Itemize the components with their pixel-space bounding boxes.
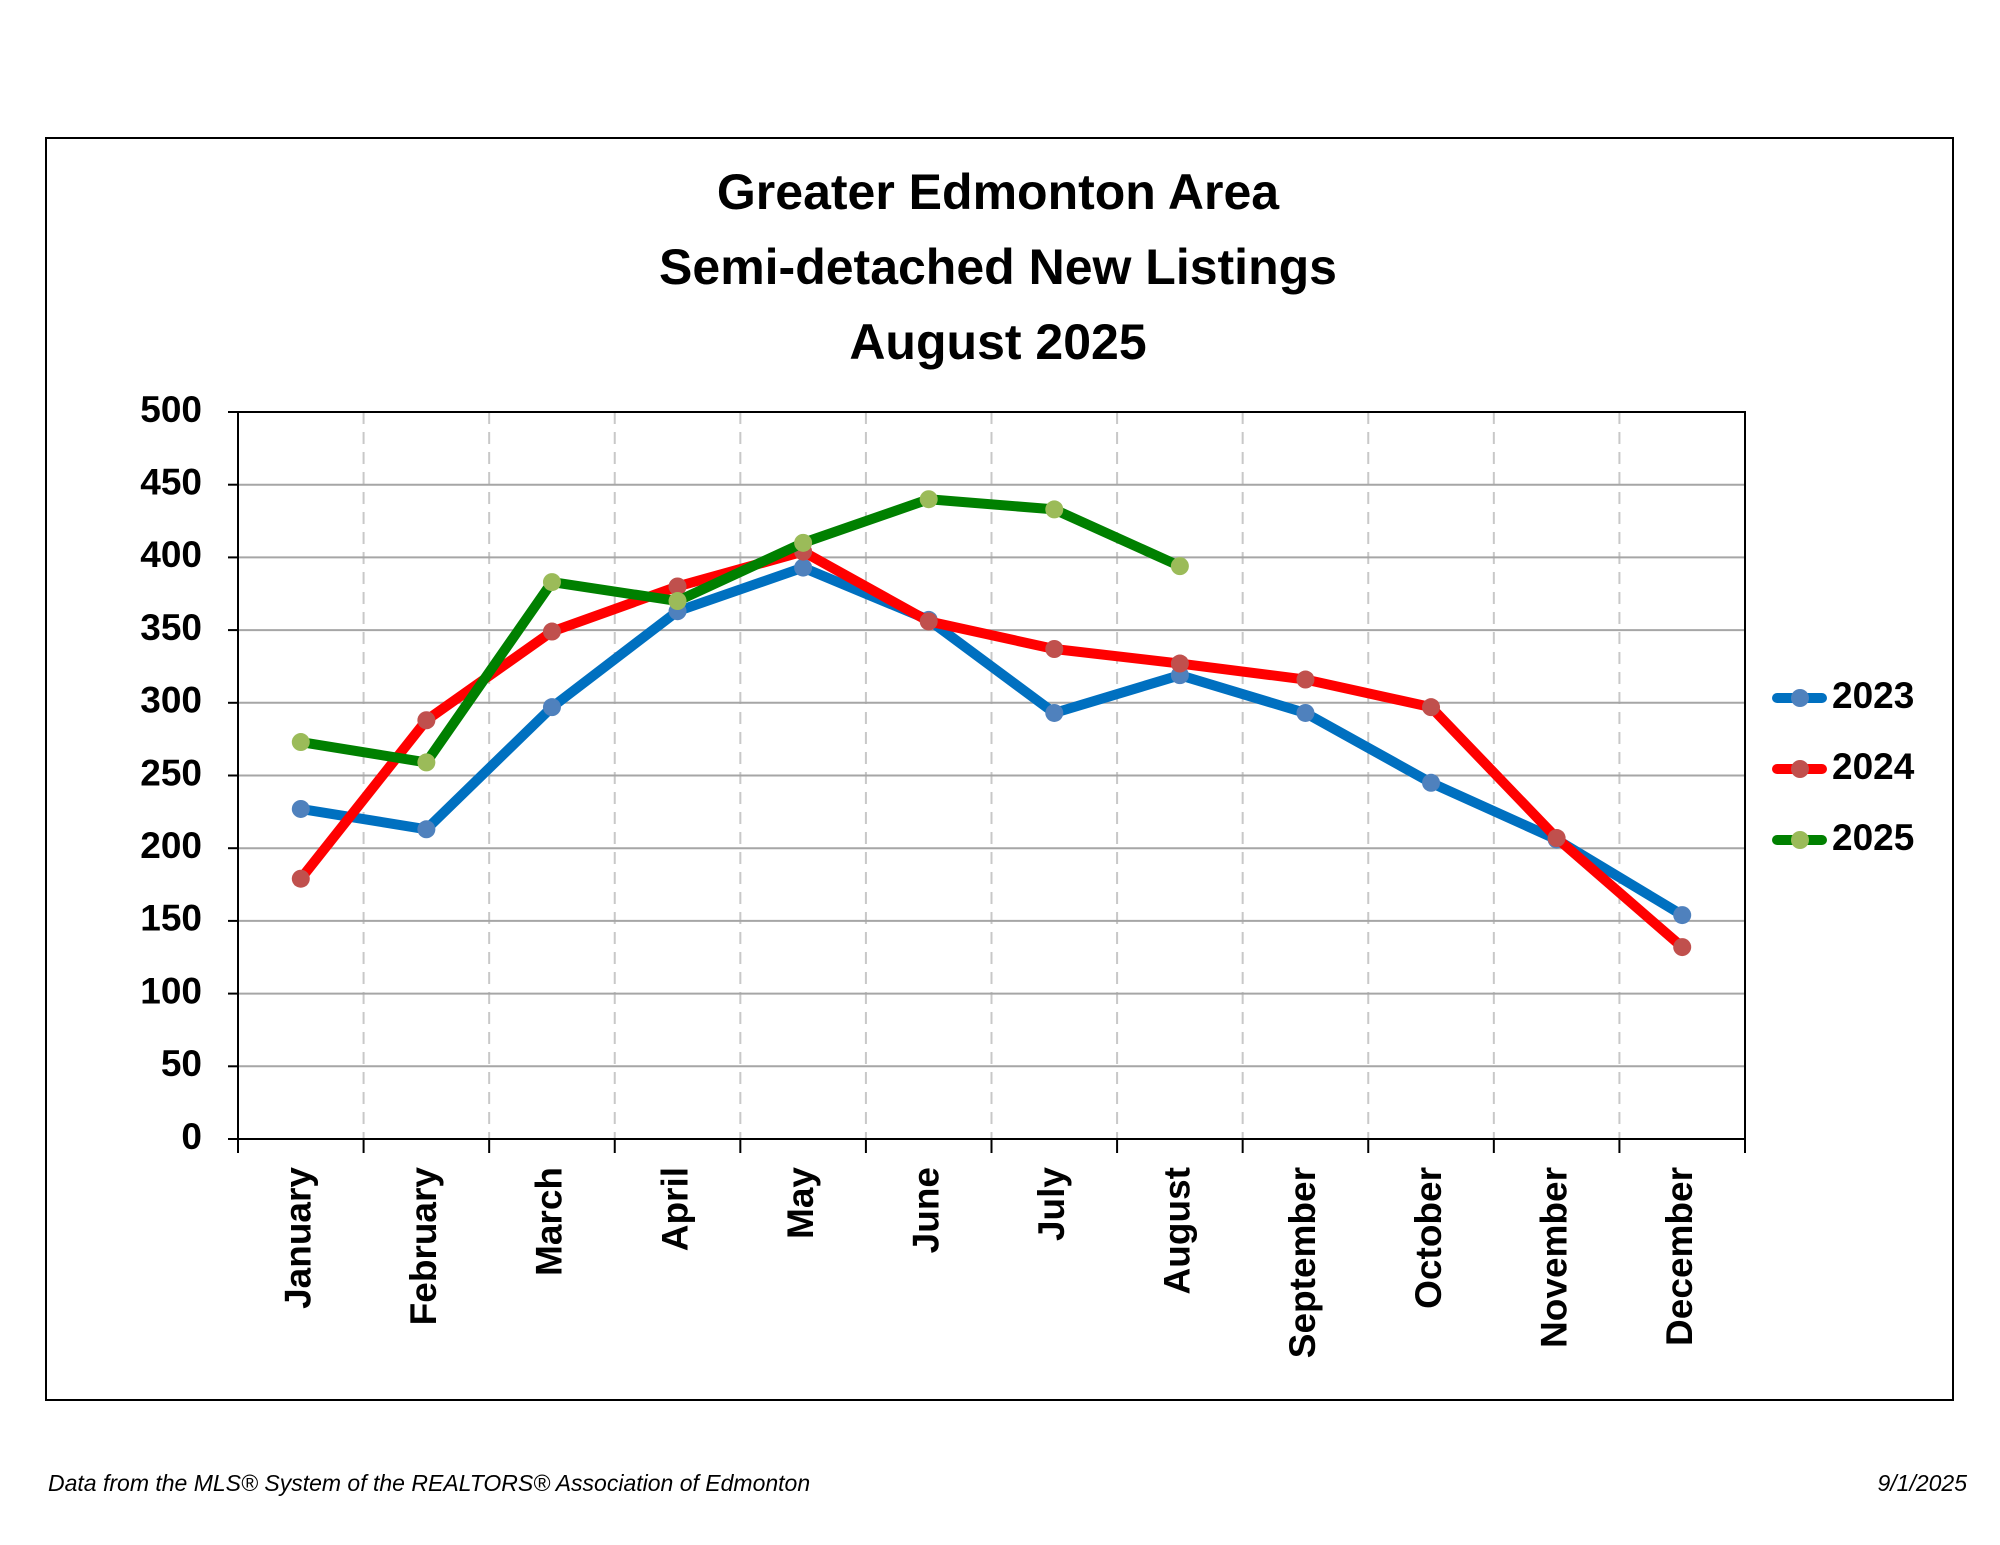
point [1045,500,1064,519]
series-line [296,546,1686,951]
point [291,869,310,888]
point [794,558,813,577]
point [1045,703,1064,722]
chart-title: Greater Edmonton Area [717,164,1280,220]
y-tick-label: 400 [140,534,202,575]
point [1422,773,1441,792]
x-tick-label: March [529,1167,570,1276]
x-tick-label: December [1659,1167,1700,1346]
point [1673,906,1692,925]
y-tick-label: 300 [140,680,202,721]
chart-title: Semi-detached New Listings [659,239,1337,295]
x-tick-label: July [1031,1167,1072,1241]
y-tick-label: 50 [161,1043,202,1084]
point [417,820,436,839]
y-tick-label: 0 [181,1116,202,1157]
point [1547,829,1566,848]
point [291,733,310,752]
x-tick-label: August [1157,1167,1198,1294]
legend-label: 2023 [1832,675,1914,716]
legend-marker [1791,831,1809,849]
x-tick-label: January [278,1167,319,1309]
point [291,799,310,818]
legend-marker [1791,689,1809,707]
point [668,577,687,596]
point [1045,640,1064,659]
point [417,711,436,730]
x-tick-label: November [1533,1167,1574,1348]
y-tick-label: 350 [140,607,202,648]
point [542,622,561,641]
point [1296,703,1315,722]
x-tick-label: June [905,1167,946,1253]
y-tick-label: 250 [140,752,202,793]
point [542,573,561,592]
point [1296,670,1315,689]
point [668,592,687,611]
chart-title: August 2025 [849,314,1146,370]
x-tick-label: September [1282,1167,1323,1358]
y-tick-label: 150 [140,898,202,939]
point [417,753,436,772]
footer-source: Data from the MLS® System of the REALTOR… [48,1470,810,1496]
series-line [299,494,1182,768]
x-tick-label: February [403,1167,444,1326]
point [919,490,938,509]
legend-label: 2024 [1832,746,1915,787]
x-tick-label: October [1408,1167,1449,1309]
point [919,612,938,631]
y-tick-label: 500 [140,389,202,430]
y-tick-label: 100 [140,970,202,1011]
point [542,698,561,717]
x-tick-label: April [654,1167,695,1251]
point [794,533,813,552]
point [1170,654,1189,673]
y-tick-label: 450 [140,461,202,502]
chart-frame [45,137,1954,1401]
y-tick-label: 200 [140,825,202,866]
point [1422,698,1441,717]
point [1170,557,1189,576]
footer-date: 9/1/2025 [1877,1470,1967,1496]
series-line [299,562,1685,920]
legend-marker [1791,760,1809,778]
legend-label: 2025 [1832,817,1914,858]
x-tick-label: May [780,1167,821,1239]
point [1673,938,1692,957]
